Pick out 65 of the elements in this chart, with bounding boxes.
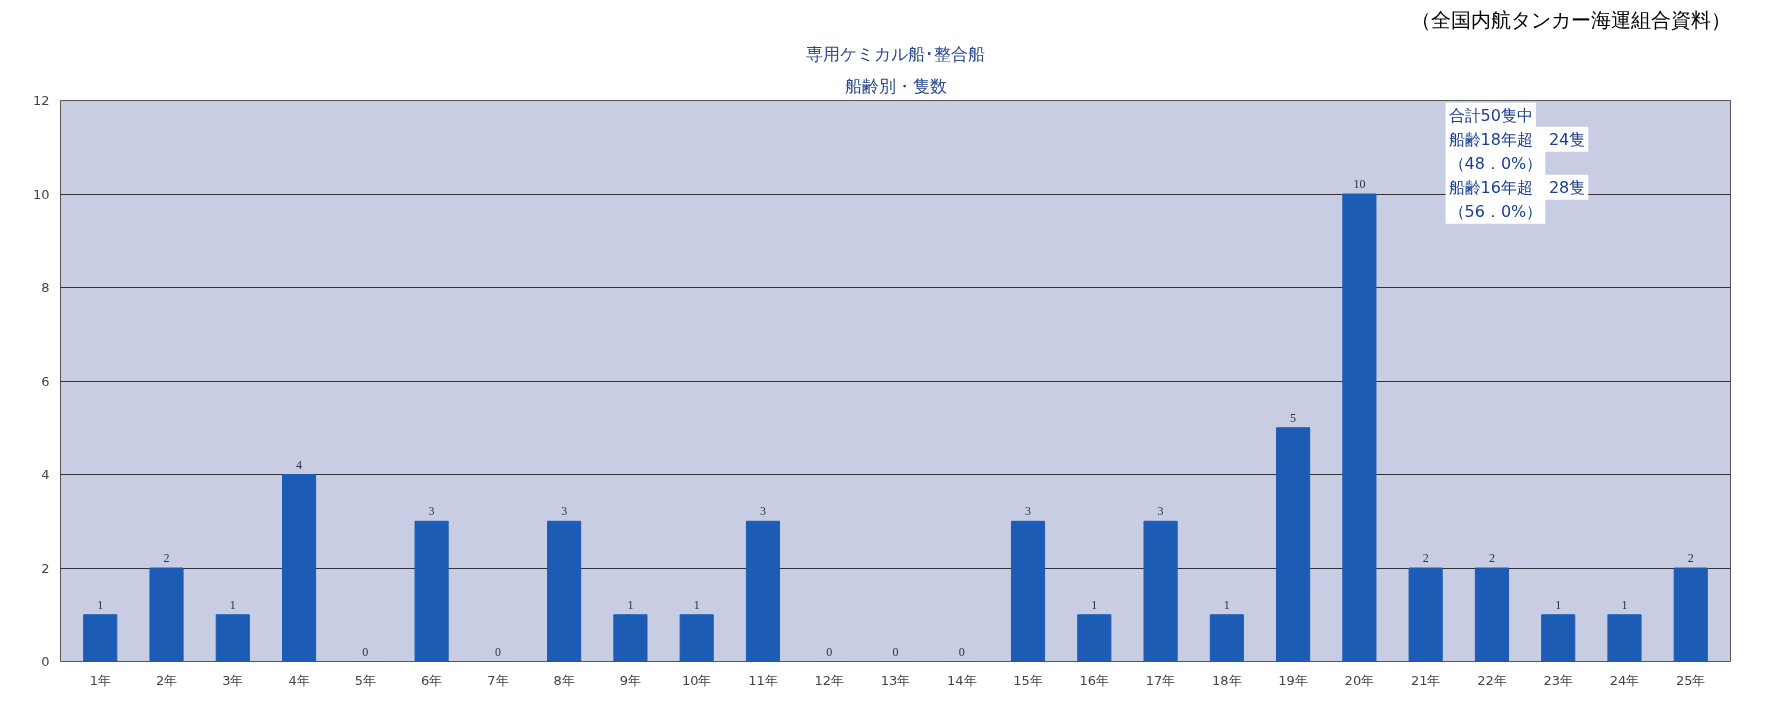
data-label: 1: [693, 597, 700, 612]
x-tick-label: 15年: [1013, 672, 1043, 688]
data-label: 3: [1025, 504, 1032, 519]
data-label: 1: [1223, 597, 1230, 612]
x-tick-label: 18年: [1212, 672, 1242, 688]
x-tick-label: 12年: [814, 672, 845, 688]
data-label: 1: [627, 597, 634, 612]
data-label: 3: [561, 504, 568, 519]
data-label: 1: [97, 597, 104, 612]
data-label: 3: [759, 504, 766, 519]
data-label: 1: [1091, 597, 1098, 612]
x-tick-label: 11年: [748, 672, 778, 688]
x-tick-label: 1年: [89, 672, 111, 688]
y-tick-label: 0: [41, 654, 50, 669]
annotation: 合計50隻中: [1448, 105, 1533, 125]
y-tick-label: 4: [41, 467, 50, 482]
x-tick-label: 8年: [553, 672, 575, 688]
x-tick-label: 21年: [1410, 672, 1441, 688]
x-tick-label: 9年: [619, 672, 642, 688]
data-label: 2: [1422, 551, 1429, 565]
annotation: 船齢18年超 24隻: [1448, 129, 1586, 149]
y-tick-label: 8: [41, 280, 50, 295]
x-tick-label: 14年: [947, 672, 977, 688]
data-label: 1: [1621, 597, 1628, 612]
x-tick-label: 6年: [420, 672, 443, 688]
x-tick-label: 5年: [354, 672, 376, 688]
y-tick-label: 6: [41, 373, 50, 389]
annotation: 船齢16年超 28隻: [1448, 177, 1586, 197]
chart-subtitle: 船齢別・隻数: [844, 75, 947, 96]
data-label: 1: [1555, 597, 1562, 612]
data-label: 0: [958, 644, 965, 659]
x-tick-label: 19年: [1278, 672, 1308, 688]
x-tick-label: 24年: [1609, 672, 1640, 688]
x-tick-label: 20年: [1344, 672, 1375, 688]
x-tick-label: 22年: [1477, 672, 1507, 688]
data-label: 3: [1157, 504, 1164, 519]
x-tick-label: 17年: [1145, 672, 1176, 688]
annotation: （48．0%）: [1448, 153, 1543, 173]
data-label: 5: [1290, 410, 1297, 425]
x-tick-label: 3年: [222, 672, 244, 688]
x-tick-label: 7年: [487, 672, 509, 688]
x-tick-label: 16年: [1079, 672, 1110, 688]
x-tick-label: 4年: [288, 672, 310, 688]
x-tick-label: 13年: [880, 672, 911, 688]
data-label: 0: [494, 644, 501, 659]
data-label: 4: [296, 457, 303, 472]
y-tick-label: 2: [41, 560, 50, 576]
data-label: 1: [229, 597, 236, 612]
data-label: 2: [1687, 551, 1694, 565]
data-label: 2: [163, 551, 170, 565]
data-label: 10: [1353, 177, 1366, 191]
text: （全国内航タンカー海運組合資料）: [1410, 7, 1731, 32]
annotation: （56．0%）: [1448, 201, 1543, 221]
x-tick-label: 23年: [1543, 672, 1573, 688]
data-label: 0: [892, 644, 899, 659]
y-tick-label: 12: [32, 93, 50, 108]
data-label: 2: [1488, 551, 1495, 565]
x-tick-label: 25年: [1675, 672, 1706, 688]
chart-title: 専用ケミカル船･整合船: [806, 43, 985, 64]
data-label: 0: [826, 644, 833, 659]
y-tick-label: 10: [32, 186, 50, 202]
x-tick-label: 2年: [155, 672, 178, 688]
data-label: 0: [362, 644, 369, 659]
data-label: 3: [428, 504, 435, 519]
x-tick-label: 10年: [681, 672, 712, 688]
